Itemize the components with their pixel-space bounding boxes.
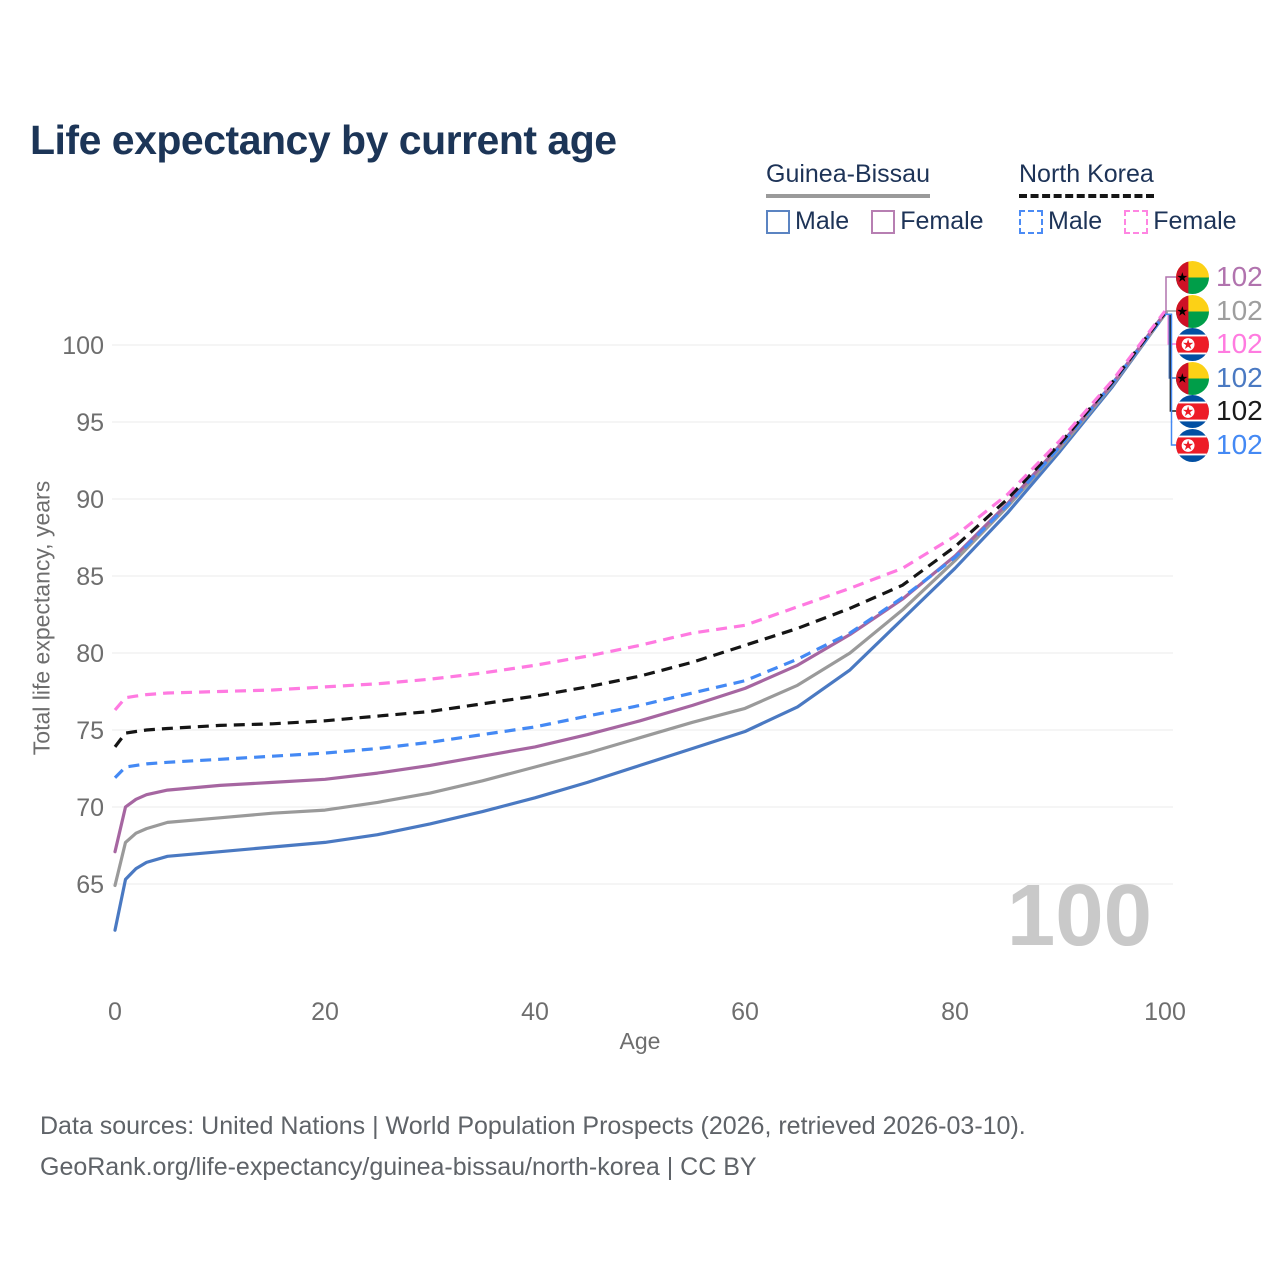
legend-country-north-korea: North Korea <box>1019 160 1154 198</box>
end-label-value-guinea-bissau-total: 102 <box>1216 295 1263 326</box>
y-tick-label-90: 90 <box>76 486 104 514</box>
legend-item-guinea-bissau-female[interactable]: Female <box>871 207 984 236</box>
end-label-value-north-korea-total: 102 <box>1216 395 1263 426</box>
legend-item-north-korea-female[interactable]: Female <box>1124 207 1237 236</box>
x-tick-label-40: 40 <box>521 998 549 1026</box>
legend-item-north-korea-male[interactable]: Male <box>1019 207 1102 236</box>
end-label-guinea-bissau-total: 102 <box>1176 294 1263 328</box>
leader-line-north-korea-male <box>1165 313 1176 446</box>
x-tick-label-60: 60 <box>731 998 759 1026</box>
x-tick-label-100: 100 <box>1144 998 1186 1026</box>
footer: Data sources: United Nations | World Pop… <box>40 1106 1026 1188</box>
flag-north-korea-icon <box>1176 394 1209 428</box>
leader-line-guinea-bissau-total <box>1165 310 1176 315</box>
age-frame-watermark: 100 <box>1006 867 1152 964</box>
series-line-guinea-bissau-male <box>113 312 1167 932</box>
flag-north-korea-icon <box>1176 327 1209 361</box>
end-label-north-korea-total: 102 <box>1176 394 1263 428</box>
series-line-guinea-bissau-female <box>113 311 1167 854</box>
x-axis-title: Age <box>619 1028 661 1054</box>
series-line-north-korea-male <box>113 313 1167 779</box>
north-korea-male-checkbox[interactable] <box>1019 209 1043 234</box>
y-tick-label-85: 85 <box>76 563 104 591</box>
legend-label-north-korea-male: Male <box>1048 207 1103 235</box>
leader-line-guinea-bissau-female <box>1165 276 1176 315</box>
leader-line-guinea-bissau-male <box>1165 313 1176 379</box>
end-label-value-north-korea-female: 102 <box>1216 328 1263 359</box>
end-label-guinea-bissau-female: 102 <box>1176 260 1263 294</box>
series-line-north-korea-total <box>113 311 1167 748</box>
guinea-bissau-male-checkbox[interactable] <box>766 209 790 234</box>
leader-line-north-korea-total <box>1165 313 1176 412</box>
flag-guinea-bissau-icon <box>1176 294 1209 328</box>
end-label-north-korea-male: 102 <box>1176 428 1263 462</box>
y-tick-label-80: 80 <box>76 640 104 668</box>
y-tick-label-100: 100 <box>62 332 104 360</box>
footer-attribution: GeoRank.org/life-expectancy/guinea-bissa… <box>40 1153 757 1181</box>
flag-north-korea-icon <box>1176 428 1209 462</box>
y-tick-label-95: 95 <box>76 409 104 437</box>
legend-group-guinea-bissau: Guinea-Bissau Male Female <box>766 160 984 236</box>
end-label-value-guinea-bissau-female: 102 <box>1216 261 1263 292</box>
end-label-guinea-bissau-male: 102 <box>1176 361 1263 395</box>
end-label-value-guinea-bissau-male: 102 <box>1216 362 1263 393</box>
series-line-guinea-bissau-total <box>113 312 1167 888</box>
y-tick-label-70: 70 <box>76 794 104 822</box>
x-tick-label-80: 80 <box>941 998 969 1026</box>
legend-label-guinea-bissau-male: Male <box>795 207 850 235</box>
end-label-value-north-korea-male: 102 <box>1216 429 1263 460</box>
legend-group-north-korea: North Korea Male Female <box>1019 160 1237 236</box>
legend-items-guinea-bissau: Male Female <box>766 207 984 236</box>
y-tick-label-65: 65 <box>76 871 104 899</box>
legend-items-north-korea: Male Female <box>1019 207 1237 236</box>
x-tick-label-20: 20 <box>311 998 339 1026</box>
legend-label-north-korea-female: Female <box>1153 207 1237 235</box>
legend-item-guinea-bissau-male[interactable]: Male <box>766 207 849 236</box>
north-korea-female-checkbox[interactable] <box>1124 209 1149 234</box>
flag-guinea-bissau-icon <box>1176 361 1209 395</box>
legend-country-guinea-bissau: Guinea-Bissau <box>766 160 930 198</box>
x-tick-label-0: 0 <box>108 998 122 1026</box>
page-title: Life expectancy by current age <box>30 117 617 164</box>
legend-label-guinea-bissau-female: Female <box>900 207 984 235</box>
y-axis-title: Total life expectancy, years <box>28 480 55 756</box>
footer-data-sources: Data sources: United Nations | World Pop… <box>40 1112 1026 1140</box>
series-line-north-korea-female <box>113 310 1167 712</box>
flag-guinea-bissau-icon <box>1176 260 1209 294</box>
guinea-bissau-female-checkbox[interactable] <box>871 209 896 234</box>
leader-line-north-korea-female <box>1165 313 1176 345</box>
end-label-north-korea-female: 102 <box>1176 327 1263 361</box>
y-tick-label-75: 75 <box>76 717 104 745</box>
